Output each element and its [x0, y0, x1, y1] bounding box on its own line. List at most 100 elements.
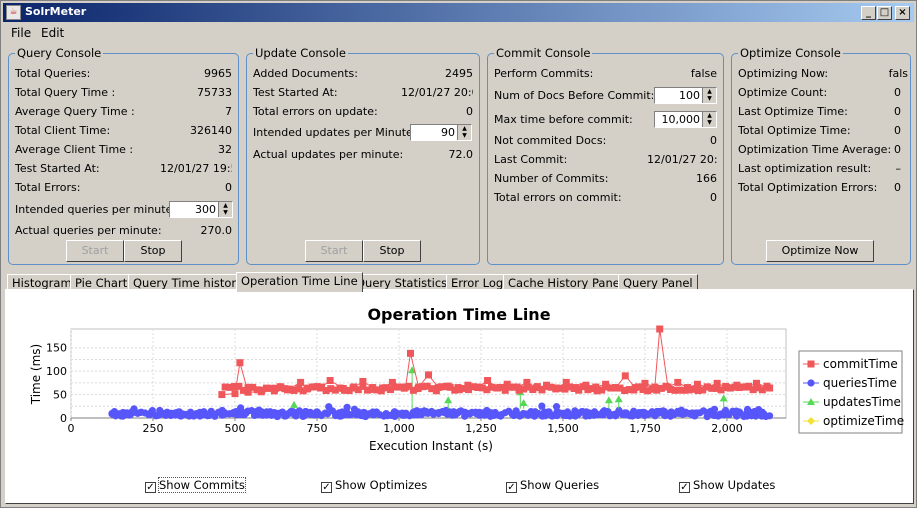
update-console: Update Console Added Documents: 2495 Test…: [246, 46, 480, 265]
queries-point: [484, 408, 492, 416]
commits-point: [290, 386, 298, 394]
queries-point: [209, 410, 217, 418]
minimize-button[interactable]: _: [861, 6, 876, 20]
show-commits-checkbox[interactable]: ✓ Show Commits: [145, 477, 246, 493]
update-start-button[interactable]: Start: [305, 240, 363, 262]
total-errors-value: 0: [225, 181, 232, 194]
checkbox-check-icon[interactable]: ✓: [145, 482, 156, 493]
average-client-time-value: 32: [218, 143, 232, 156]
commits-point: [331, 386, 339, 394]
max-time-commit-spinner[interactable]: 10,000 ▲ ▼: [654, 111, 717, 128]
commits-point: [299, 387, 307, 395]
spinner-arrows-icon[interactable]: ▲ ▼: [702, 112, 716, 127]
commits-point: [396, 383, 404, 391]
actual-updates-value: 72.0: [448, 148, 474, 161]
maximize-button[interactable]: □: [877, 6, 892, 20]
not-commited-docs-value: 0: [710, 134, 717, 147]
commits-point: [561, 385, 569, 393]
intended-updates-spinner[interactable]: 90 ▲ ▼: [410, 124, 472, 141]
queries-point: [667, 412, 675, 420]
update-stop-button[interactable]: Stop: [363, 240, 421, 262]
optimize-now-button[interactable]: Optimize Now: [766, 240, 874, 262]
commits-point: [244, 383, 252, 391]
queries-point: [592, 410, 600, 418]
tab-query-statistics[interactable]: Query Statistics: [351, 274, 453, 291]
commit-console-title: Commit Console: [494, 46, 593, 60]
spinner-arrows-icon[interactable]: ▲ ▼: [702, 88, 716, 103]
checkbox-check-icon[interactable]: ✓: [321, 482, 332, 493]
updates-point: [444, 396, 453, 404]
commits-point: [258, 386, 266, 394]
commits-point: [616, 384, 624, 392]
tab-cache-history-panel[interactable]: Cache History Panel: [503, 274, 629, 291]
legend-marker: [807, 360, 815, 368]
commits-point: [752, 379, 760, 387]
queries-point: [547, 411, 555, 419]
commits-point: [506, 383, 514, 391]
show-optimizes-checkbox[interactable]: ✓ Show Optimizes: [321, 478, 427, 493]
commits-point: [520, 385, 528, 393]
commits-point: [639, 386, 647, 394]
commits-point: [297, 378, 305, 386]
spinner-arrows-icon[interactable]: ▲ ▼: [457, 125, 471, 140]
queries-point: [538, 402, 546, 410]
docs-before-commit-spinner[interactable]: 100 ▲ ▼: [654, 87, 717, 104]
close-button[interactable]: ×: [895, 6, 910, 20]
commits-point: [231, 390, 239, 398]
query-stop-button[interactable]: Stop: [124, 240, 182, 262]
commits-point: [469, 383, 477, 391]
max-time-commit-value: 10,000: [661, 113, 701, 126]
checkbox-check-icon[interactable]: ✓: [506, 482, 517, 493]
query-start-button[interactable]: Start: [66, 240, 124, 262]
tab-query-time-history[interactable]: Query Time history: [128, 274, 248, 291]
commits-point: [547, 383, 555, 391]
added-documents-value: 2495: [445, 67, 473, 80]
commits-point: [644, 387, 652, 395]
title-bar[interactable]: ☕ SolrMeter _ □ ×: [3, 3, 914, 22]
show-queries-checkbox[interactable]: ✓ Show Queries: [506, 478, 599, 493]
show-updates-checkbox[interactable]: ✓ Show Updates: [679, 478, 775, 493]
intended-updates-value: 90: [441, 126, 455, 139]
commits-point: [423, 382, 431, 390]
menu-edit[interactable]: Edit: [41, 26, 65, 40]
legend-label: optimizeTime: [823, 414, 904, 428]
commits-point: [731, 383, 739, 391]
checkbox-check-icon[interactable]: ✓: [679, 482, 690, 493]
queries-point: [263, 408, 271, 416]
commits-point: [579, 383, 587, 391]
commits-point: [391, 383, 399, 391]
commits-point: [621, 372, 629, 380]
commits-point: [437, 383, 445, 391]
commits-point: [754, 384, 762, 392]
intended-queries-spinner[interactable]: 300 ▲ ▼: [169, 201, 233, 218]
queries-point: [760, 410, 768, 418]
commits-point: [386, 386, 394, 394]
show-updates-label: Show Updates: [693, 478, 776, 492]
tab-pie-chart[interactable]: Pie Chart: [70, 274, 133, 291]
spinner-arrows-icon[interactable]: ▲ ▼: [218, 202, 232, 217]
commit-errors-value: 0: [710, 191, 717, 204]
queries-point: [743, 412, 751, 420]
queries-point: [391, 412, 399, 420]
commits-point: [749, 386, 757, 394]
commits-point: [221, 383, 229, 391]
commits-point: [368, 385, 376, 393]
tab-histogram[interactable]: Histogram: [7, 274, 77, 291]
commits-point: [483, 386, 491, 394]
tab-query-panel[interactable]: Query Panel: [618, 274, 698, 291]
queries-point: [628, 412, 637, 420]
commits-point: [304, 384, 312, 392]
commits-point: [308, 383, 316, 391]
queries-point: [288, 407, 296, 416]
menu-file[interactable]: File: [11, 26, 32, 40]
commits-point: [230, 383, 238, 391]
tab-operation-time-line[interactable]: Operation Time Line: [236, 272, 363, 292]
intended-updates-label: Intended updates per Minute:: [253, 126, 417, 139]
commits-point: [694, 387, 702, 395]
commits-point: [406, 349, 414, 357]
queries-point: [654, 409, 662, 417]
commits-point: [717, 386, 725, 394]
tab-error-log[interactable]: Error Log: [446, 274, 509, 291]
queries-point: [682, 408, 690, 416]
intended-queries-value: 300: [195, 203, 216, 216]
